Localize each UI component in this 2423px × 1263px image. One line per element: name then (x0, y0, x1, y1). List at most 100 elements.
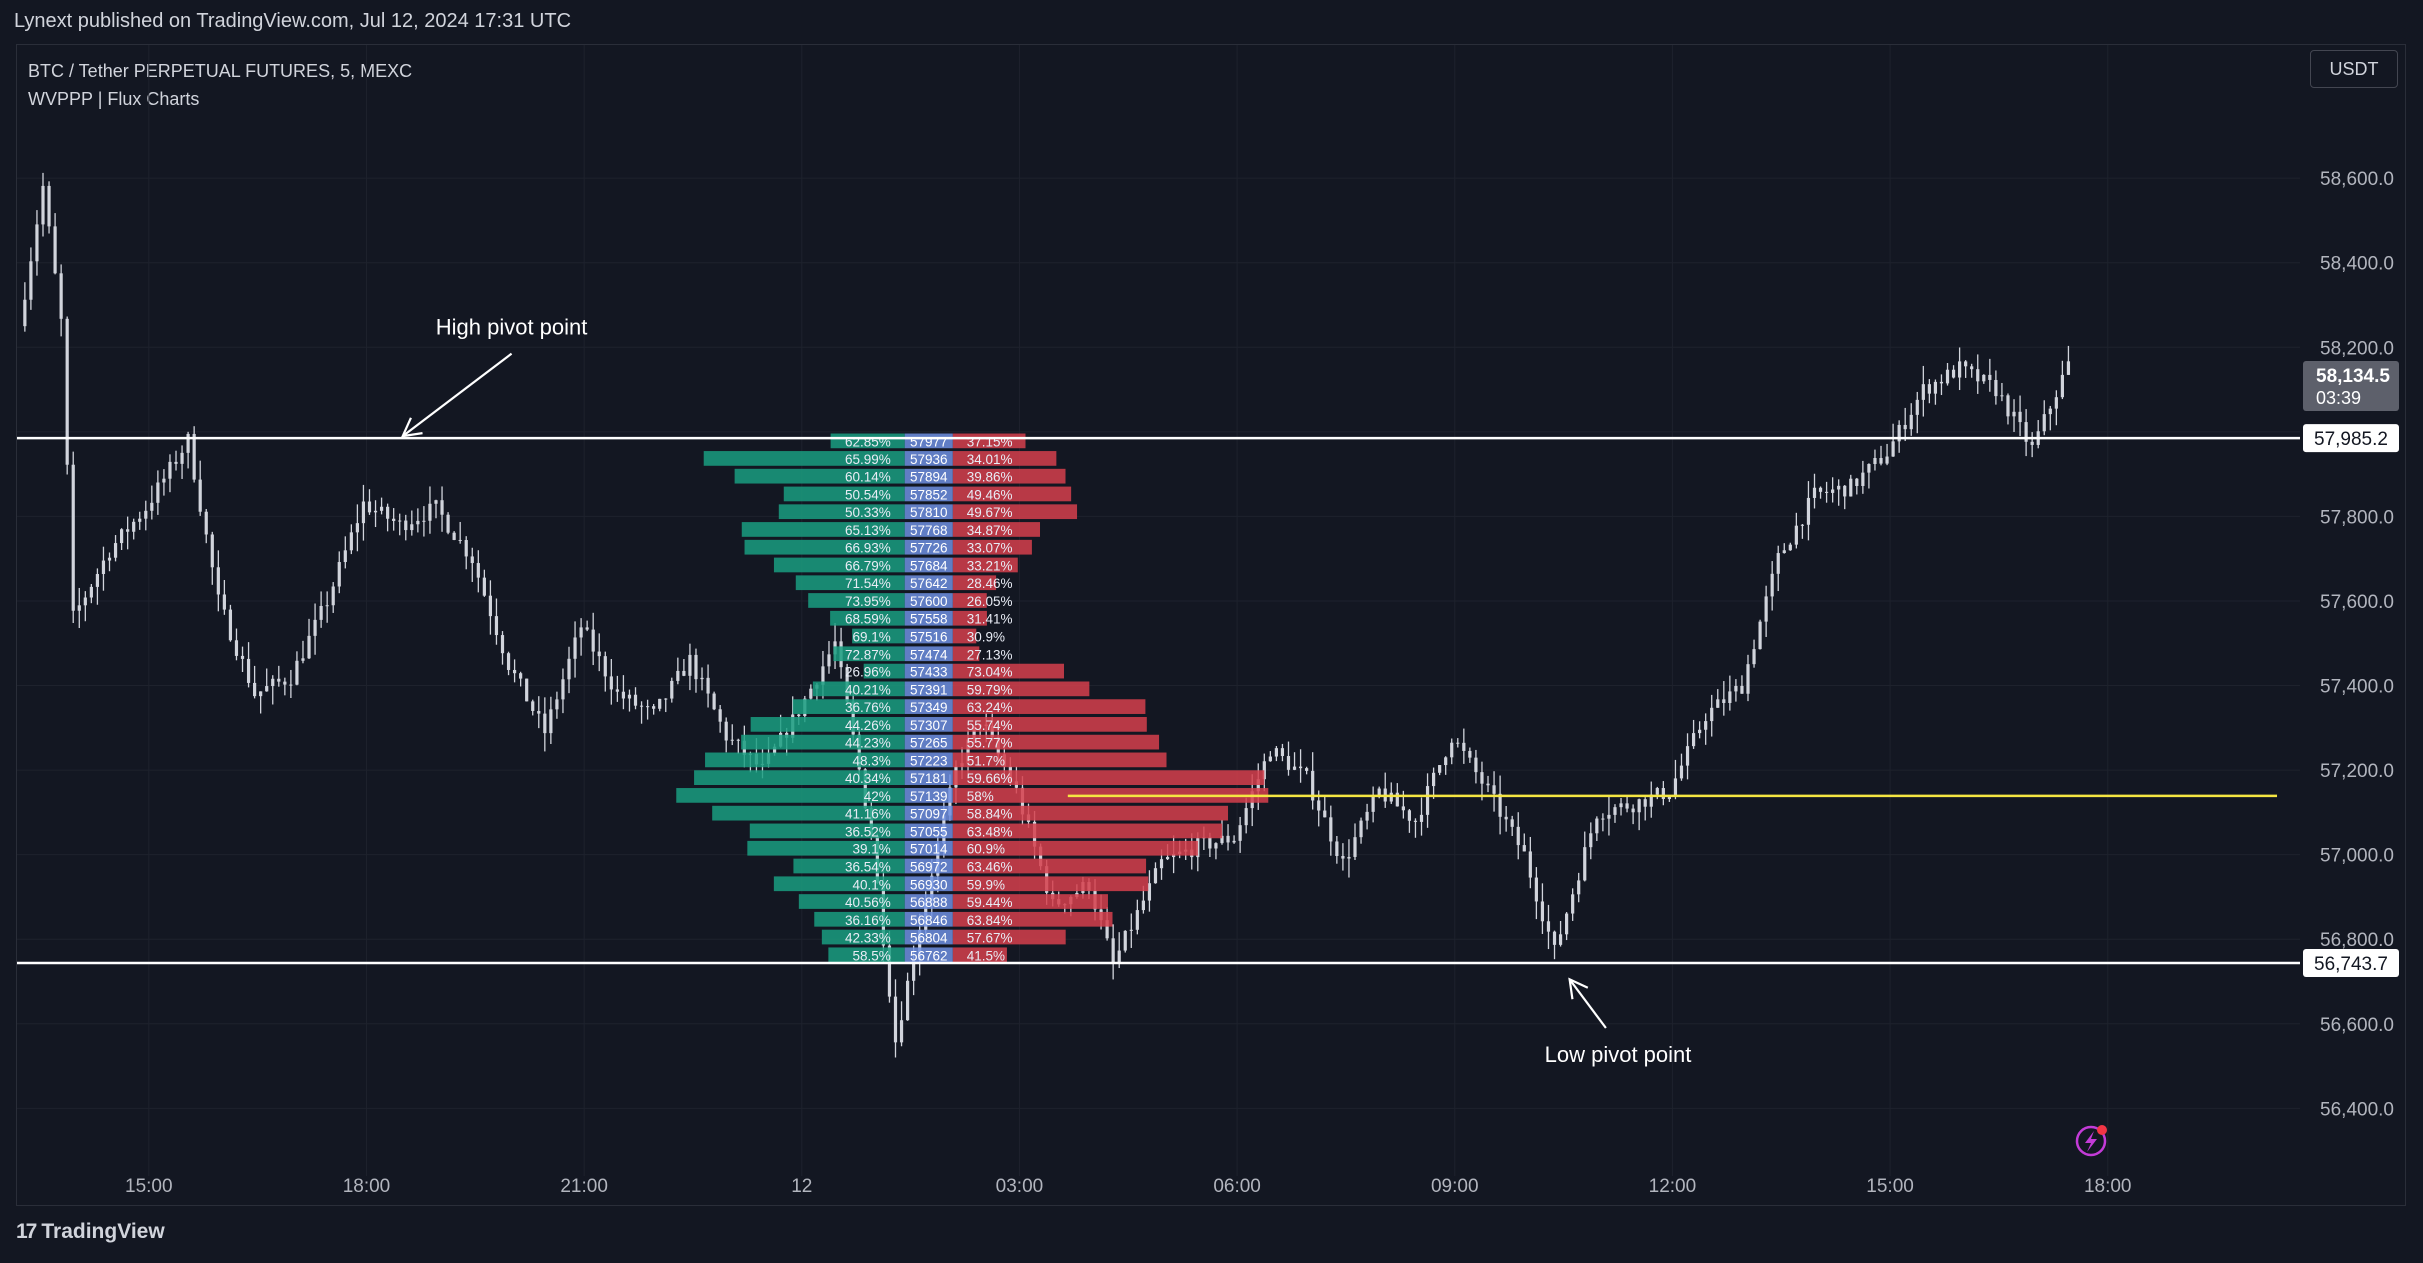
candle (1764, 585, 1768, 637)
candle-countdown: 03:39 (2316, 388, 2361, 408)
candle-body (1879, 458, 1883, 464)
price-level-cell (904, 734, 953, 750)
candle (313, 603, 317, 655)
annotations: High pivot point Low pivot point (400, 315, 1691, 1067)
candle (1444, 756, 1448, 775)
profile-level: 58.5% 56762 41.5% (828, 947, 1007, 963)
candle-body (452, 532, 456, 540)
candle-body (652, 706, 656, 709)
candle (1528, 836, 1532, 889)
candle-body (1643, 799, 1647, 807)
candle-body (1335, 841, 1339, 857)
sell-volume-bar (952, 947, 1007, 963)
price-tick-label: 57,400.0 (2320, 677, 2394, 698)
buy-volume-bar (808, 593, 905, 608)
candle-body (1891, 441, 1895, 457)
candle (1534, 867, 1538, 920)
sell-volume-bar (952, 504, 1078, 520)
candle-body (1685, 746, 1690, 766)
candle (1486, 775, 1490, 793)
time-axis[interactable]: 15:00 18:00 21:00 12 03:00 06:00 09:00 12:00 15:… (125, 1176, 2131, 1197)
candle-body (410, 524, 414, 531)
buy-volume-bar (863, 663, 905, 679)
buy-percent-label: 58.5% (852, 948, 890, 963)
candle-body (404, 520, 408, 531)
candle (53, 213, 57, 275)
candle (1244, 797, 1248, 834)
sell-volume-bar (952, 752, 1167, 768)
candle (1359, 817, 1363, 844)
candle-body (1577, 880, 1581, 895)
candle-body (2060, 374, 2064, 398)
candle (65, 316, 69, 475)
candle (1589, 822, 1593, 860)
candle (1776, 545, 1780, 592)
candle (253, 665, 257, 699)
candle (1474, 749, 1478, 784)
candle (1704, 713, 1708, 745)
price-tick-label: 56,400.0 (2320, 1099, 2394, 1120)
candle (1891, 423, 1895, 457)
candle (736, 738, 740, 754)
candle-body (1510, 819, 1514, 827)
candle (1571, 888, 1575, 921)
candle (325, 591, 329, 623)
candle-body (700, 677, 704, 680)
candle-body (1855, 478, 1859, 486)
currency-button[interactable]: USDT (2310, 50, 2398, 88)
profile-level: 40.1% 56930 59.9% (773, 876, 1149, 892)
price-level-label: 56930 (910, 877, 948, 892)
chart-frame[interactable] (16, 44, 2406, 1206)
candle-body (482, 577, 486, 596)
candle-body (1794, 525, 1798, 545)
candle (512, 659, 517, 683)
candle (1365, 803, 1369, 830)
candle-body (688, 654, 692, 676)
candle (410, 510, 414, 536)
candle-body (2018, 411, 2022, 423)
price-axis[interactable]: 56,400.0 56,600.0 56,800.0 57,000.0 57,200.0… (2303, 169, 2399, 1120)
candle (1939, 374, 1944, 396)
price-level-cell (904, 858, 953, 874)
candle-body (615, 689, 619, 692)
candle (180, 445, 184, 479)
buy-percent-label: 36.76% (845, 700, 891, 715)
buy-percent-label: 40.56% (845, 895, 891, 910)
candle-body (1444, 757, 1448, 766)
candle-body (343, 550, 347, 563)
candle (404, 514, 408, 541)
candle-body (1456, 742, 1460, 744)
symbol-title[interactable]: BTC / Tether PERPETUAL FUTURES, 5, MEXC (28, 61, 413, 81)
candle (113, 535, 118, 562)
candle (228, 604, 233, 642)
candle (597, 633, 601, 672)
profile-level: 42.33% 56804 57.67% (821, 929, 1066, 946)
indicator-title[interactable]: WVPPP | Flux Charts (28, 89, 200, 109)
profile-level: 50.54% 57852 49.46% (783, 486, 1072, 502)
candle (1770, 561, 1774, 611)
candle-body (1214, 843, 1218, 849)
candle (1740, 675, 1744, 694)
sell-percent-label: 55.74% (967, 718, 1013, 733)
candle-body (138, 518, 142, 522)
candle-body (857, 734, 861, 770)
profile-level: 40.34% 57181 59.66% (694, 770, 1265, 786)
candle (1879, 445, 1883, 466)
candle-body (428, 503, 432, 521)
lightning-icon[interactable] (2075, 1125, 2107, 1157)
candle-body (1861, 472, 1865, 486)
candle-body (307, 635, 311, 659)
buy-percent-label: 65.13% (845, 523, 891, 538)
candle-body (809, 688, 813, 699)
candle-body (101, 560, 106, 575)
candle (1691, 719, 1696, 749)
candle-body (325, 605, 329, 607)
candle (2054, 390, 2058, 426)
price-level-label: 57810 (910, 505, 948, 520)
sell-percent-label: 34.87% (967, 523, 1013, 538)
tradingview-logo[interactable]: 17 TradingView (16, 1220, 165, 1244)
candle-body (1740, 685, 1744, 694)
candle-body (1540, 901, 1545, 922)
candle (2024, 409, 2028, 457)
